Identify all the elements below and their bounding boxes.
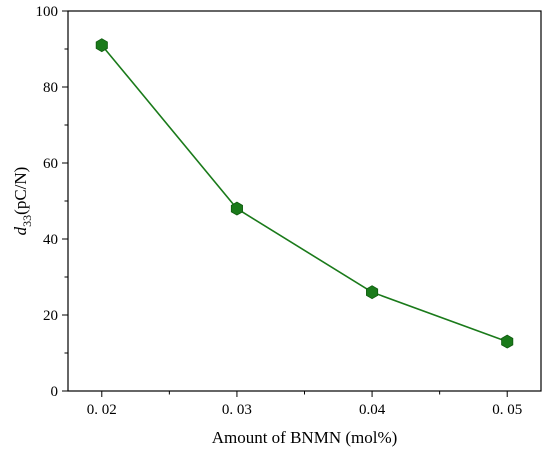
plot-frame: [67, 10, 542, 392]
y-tick-label: 0: [51, 384, 59, 400]
x-tick-label: 0. 05: [492, 402, 522, 418]
y-tick-label: 100: [36, 4, 59, 20]
y-tick-label: 40: [43, 232, 58, 248]
y-tick-label: 80: [43, 80, 58, 96]
series-line: [101, 44, 508, 343]
x-axis-label: Amount of BNMN (mol%): [212, 428, 398, 447]
y-axis-label-sub: 33: [20, 215, 34, 227]
data-point-marker: [95, 38, 108, 53]
y-tick-label: 60: [43, 156, 58, 172]
x-tick-label: 0. 03: [222, 402, 252, 418]
x-axis-ticks: 0. 02 0. 03 0.04 0. 05: [87, 391, 522, 418]
series-layer: [95, 38, 514, 349]
y-axis-label: d33(pC/N): [11, 167, 34, 236]
data-point-marker: [366, 285, 379, 300]
data-point-marker: [501, 334, 514, 349]
y-axis-label-var: d: [11, 226, 30, 235]
y-axis-label-unit: (pC/N): [11, 167, 30, 215]
x-tick-label: 0.04: [359, 402, 386, 418]
y-tick-label: 20: [43, 308, 58, 324]
data-point-marker: [230, 201, 243, 216]
x-tick-label: 0. 02: [87, 402, 117, 418]
y-axis-ticks: 0 20 40 60 80 100: [36, 4, 68, 400]
